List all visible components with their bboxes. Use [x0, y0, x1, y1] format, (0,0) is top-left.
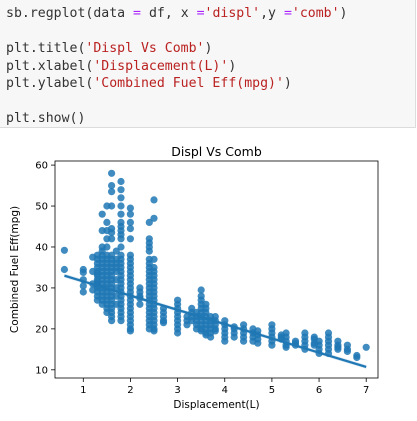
- data-point: [126, 210, 134, 218]
- y-tick-label: 30: [35, 283, 48, 294]
- code-editor[interactable]: sb.regplot(data = df, x ='displ',y ='com…: [6, 5, 347, 128]
- data-point: [126, 235, 134, 243]
- y-tick-label: 50: [35, 202, 48, 213]
- data-point: [79, 282, 87, 290]
- data-point: [117, 186, 125, 194]
- y-axis-label: Combined Fuel Eff(mpg): [9, 206, 21, 333]
- data-point: [150, 255, 158, 263]
- data-point: [150, 196, 158, 204]
- data-point: [126, 204, 134, 212]
- data-point: [207, 333, 215, 341]
- data-point: [117, 243, 125, 251]
- data-point: [79, 268, 87, 276]
- data-point: [108, 169, 116, 177]
- data-point: [282, 343, 290, 351]
- data-point: [362, 343, 370, 351]
- code-line-ylabel: plt.ylabel('Combined Fuel Eff(mpg)'): [6, 76, 292, 91]
- x-tick-label: 4: [222, 385, 228, 396]
- data-point: [79, 288, 87, 296]
- y-tick-label: 60: [35, 161, 48, 172]
- code-line-xlabel: plt.xlabel('Displacement(L)'): [6, 58, 237, 74]
- x-tick-label: 7: [363, 385, 369, 396]
- data-point: [117, 235, 125, 243]
- data-point: [98, 210, 106, 218]
- data-point: [117, 202, 125, 210]
- data-point: [108, 182, 116, 190]
- data-point: [136, 300, 144, 308]
- data-point: [103, 243, 111, 251]
- data-point: [126, 327, 134, 335]
- data-point: [334, 345, 342, 353]
- data-point: [108, 229, 116, 237]
- x-axis: 1 2 3 4 5 6 7: [80, 378, 369, 396]
- code-cell[interactable]: sb.regplot(data = df, x ='displ',y ='com…: [0, 0, 416, 128]
- y-tick-label: 40: [35, 242, 48, 253]
- chart-title: Displ Vs Comb: [171, 144, 262, 159]
- data-point: [108, 188, 116, 196]
- data-point: [268, 341, 276, 349]
- data-point: [150, 327, 158, 335]
- data-point: [343, 347, 351, 355]
- data-point: [240, 337, 248, 345]
- x-tick-label: 1: [80, 385, 86, 396]
- data-point: [108, 235, 116, 243]
- data-point: [145, 247, 153, 255]
- y-axis: 10 20 30 40 50 60: [35, 161, 55, 376]
- code-line-title: plt.title('Displ Vs Comb'): [6, 41, 213, 56]
- regression-line-group: [64, 273, 367, 369]
- data-point: [221, 337, 229, 345]
- data-point: [211, 327, 219, 335]
- data-point: [117, 317, 125, 325]
- data-point: [103, 218, 111, 226]
- y-tick-label: 20: [35, 324, 48, 335]
- code-line-show: plt.show(): [6, 111, 86, 126]
- data-point: [174, 329, 182, 337]
- regression-line: [64, 274, 367, 368]
- y-tick-label: 10: [35, 365, 48, 376]
- data-point: [108, 202, 116, 210]
- data-point: [197, 286, 205, 294]
- x-tick-label: 6: [316, 385, 322, 396]
- data-point: [183, 321, 191, 329]
- data-point: [126, 218, 134, 226]
- data-point: [108, 317, 116, 325]
- data-point: [150, 214, 158, 222]
- data-point: [230, 333, 238, 341]
- data-point: [126, 225, 134, 233]
- regplot-chart: Displ Vs Comb 1 2 3 4 5 6 7 10 20 30 40 50 60 Displ…: [9, 144, 379, 411]
- plot-frame: [54, 160, 379, 379]
- data-point: [117, 210, 125, 218]
- plot-output: Displ Vs Comb 1 2 3 4 5 6 7 10 20 30 40 50 60 Displ…: [0, 138, 417, 416]
- data-point: [60, 265, 68, 274]
- scatter-points: [60, 169, 370, 362]
- data-point: [353, 353, 361, 362]
- data-point: [117, 194, 125, 202]
- data-point: [60, 246, 68, 254]
- data-point: [117, 177, 125, 186]
- x-axis-label: Displacement(L): [173, 399, 259, 411]
- data-point: [254, 339, 262, 347]
- data-point: [159, 319, 168, 327]
- x-tick-label: 3: [174, 385, 180, 396]
- code-line-regplot: sb.regplot(data = df, x ='displ',y ='com…: [6, 6, 348, 21]
- x-tick-label: 5: [269, 385, 275, 396]
- data-point: [145, 218, 153, 226]
- data-point: [112, 247, 120, 255]
- x-tick-label: 2: [127, 385, 133, 396]
